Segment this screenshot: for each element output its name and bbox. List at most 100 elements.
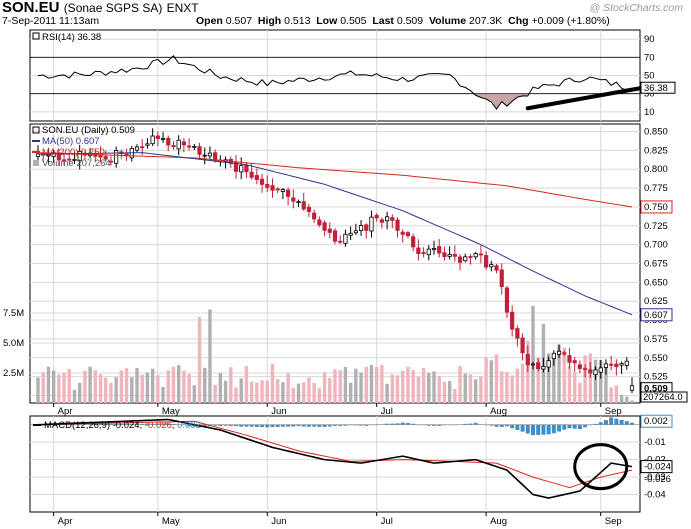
volume-bar	[83, 370, 87, 403]
candle-up	[473, 253, 478, 258]
candle-down	[197, 146, 202, 155]
candle-down	[301, 201, 306, 210]
volume-bar	[275, 379, 280, 403]
candle-down	[187, 145, 192, 148]
price-tick-label: 0.675	[644, 259, 668, 270]
chg-value: +0.009 (+1.80%)	[531, 15, 610, 27]
macd-histogram-bar	[385, 423, 390, 425]
macd-line	[37, 418, 633, 499]
candle-up	[629, 385, 635, 391]
rsi-line	[37, 55, 633, 110]
macd-histogram-bar	[77, 424, 82, 425]
volume-bar	[171, 366, 176, 403]
macd-tick-label: -0.01	[644, 437, 666, 448]
volume-bar	[130, 377, 134, 403]
candle-up	[239, 165, 244, 173]
candle-up	[176, 139, 181, 150]
macd-legend: MACD(12,26,9) -0.024, -0.026, 0.002	[44, 420, 201, 431]
volume-bar	[161, 386, 165, 403]
volume-bar	[416, 376, 421, 403]
volume-bar	[463, 373, 467, 403]
volume-bar	[619, 394, 624, 403]
macd-tag-box	[640, 460, 673, 474]
candle-up	[150, 135, 155, 145]
macd-histogram-bar	[161, 423, 166, 425]
candle-up	[463, 256, 468, 262]
high-value: 0.513	[284, 15, 311, 27]
price-tick-label: 0.625	[644, 296, 668, 307]
volume-bar	[265, 380, 269, 403]
low-value: 0.505	[340, 15, 367, 27]
x-tick-label: Jun	[271, 516, 286, 527]
candle-down	[437, 246, 442, 254]
volume-bar	[583, 355, 587, 403]
macd-histogram-bar	[426, 424, 431, 426]
candle-down	[572, 360, 577, 364]
candle-up	[385, 216, 390, 222]
macd-histogram-bar	[614, 418, 619, 425]
candle-down	[494, 265, 499, 271]
candle-up	[353, 230, 358, 234]
candle-down	[181, 141, 186, 146]
price-tick-label: 0.825	[644, 145, 668, 156]
volume-bar	[286, 373, 290, 403]
rsi-legend: RSI(14) 36.38	[42, 32, 101, 43]
open-label: Open	[196, 15, 223, 27]
candle-down	[520, 337, 525, 354]
volume-bar	[234, 387, 238, 403]
macd-histogram-bar	[504, 424, 509, 427]
macd-histogram-bar	[327, 424, 332, 427]
volume-bar	[390, 374, 395, 403]
macd-histogram-bar	[171, 423, 176, 425]
candle-up	[296, 201, 301, 204]
macd-histogram-bar	[108, 424, 113, 425]
candle-down	[400, 231, 405, 235]
macd-histogram-bar	[140, 423, 145, 425]
candle-up	[546, 360, 551, 368]
macd-histogram-bar	[249, 424, 254, 427]
macd-histogram-bar	[603, 420, 608, 425]
macd-histogram-bar	[619, 419, 624, 425]
candle-down	[562, 352, 567, 355]
candle-down	[286, 189, 291, 197]
macd-histogram-bar	[275, 424, 280, 427]
macd-histogram-bar	[124, 423, 129, 425]
volume-bar	[249, 381, 254, 403]
macd-histogram-bar	[437, 424, 442, 426]
volume-bar	[458, 366, 462, 403]
volume-bar	[296, 383, 301, 403]
volume-bar	[140, 374, 144, 403]
macd-histogram-bar	[239, 424, 244, 427]
candle-down	[166, 137, 171, 146]
volume-bar	[427, 372, 431, 403]
macd-histogram-bar	[624, 421, 629, 425]
volume-bar	[421, 368, 426, 403]
candle-down	[374, 215, 379, 219]
last-value: 0.509	[396, 15, 424, 27]
volume-bar	[104, 377, 108, 403]
macd-histogram-bar	[567, 424, 572, 429]
volume-bar	[41, 372, 45, 403]
candle-up	[556, 350, 562, 355]
volume-bar	[567, 366, 572, 403]
macd-histogram-bar	[520, 424, 525, 432]
rsi-trendline-annotation	[525, 86, 642, 111]
macd-histogram-bar	[359, 424, 364, 426]
volume-bar	[270, 363, 275, 403]
macd-histogram-bar	[536, 424, 541, 435]
macd-histogram-bar	[155, 423, 160, 425]
candle-up	[343, 233, 348, 244]
candle-up	[192, 145, 197, 148]
macd-histogram-bar	[468, 423, 473, 425]
volume-bar	[385, 383, 389, 403]
macd-histogram-bar	[400, 422, 405, 425]
volume-bar	[302, 382, 306, 403]
candle-down	[478, 253, 483, 256]
volume-bar	[505, 371, 509, 403]
volume-bar	[51, 370, 56, 403]
volume-bar	[333, 369, 337, 403]
volume-bar	[406, 366, 410, 403]
x-tick-label: Apr	[58, 406, 73, 417]
exchange: ENXT	[166, 1, 199, 15]
volume-bar	[156, 375, 160, 403]
